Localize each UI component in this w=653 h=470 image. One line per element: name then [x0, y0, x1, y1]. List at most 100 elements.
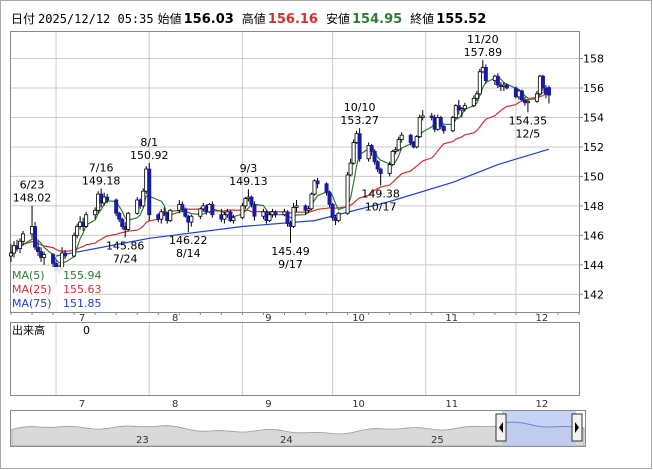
annotation-value: 149.18 — [82, 175, 121, 188]
candle — [267, 211, 272, 223]
y-tick-label: 142 — [583, 288, 604, 301]
legend-ma5-value: 155.94 — [63, 269, 102, 282]
candle — [414, 135, 419, 149]
annotation-value: 149.13 — [229, 175, 268, 188]
candle — [351, 139, 356, 165]
candle-body — [504, 84, 509, 89]
candle-body — [351, 142, 356, 164]
legend-ma75-value: 151.85 — [63, 297, 102, 310]
annotation-value: 150.92 — [130, 149, 169, 162]
candle-body — [267, 214, 272, 222]
candle — [8, 244, 13, 262]
annotation: 145.499/17 — [271, 245, 310, 271]
candle-body — [252, 204, 257, 217]
candle-body — [453, 105, 458, 118]
candle — [273, 210, 278, 218]
candle-body — [222, 214, 227, 220]
candle — [324, 182, 329, 196]
y-tick-label: 144 — [583, 259, 604, 272]
candle — [120, 217, 125, 230]
volume-panel-frame — [10, 322, 580, 396]
candle — [141, 188, 146, 208]
candle-body — [285, 211, 290, 224]
candle — [438, 116, 443, 130]
candle — [33, 222, 38, 251]
candle-body — [243, 198, 248, 207]
navigator-left-handle[interactable] — [495, 413, 507, 442]
candle — [243, 197, 248, 209]
annotation-date: 12/5 — [516, 127, 541, 140]
datetime-value: 2025/12/12 05:35 — [38, 12, 154, 26]
navigator-right-handle[interactable] — [571, 413, 583, 442]
candle-body — [408, 134, 413, 143]
y-tick-label: 146 — [583, 229, 604, 242]
candle — [42, 251, 47, 265]
annotation: 145.867/24 — [106, 239, 145, 265]
ohlc-header: 日付 2025/12/12 05:35 始値 156.03 高値 156.16 安値 154.… — [11, 11, 486, 27]
y-tick-label: 154 — [583, 111, 604, 124]
candle-body — [540, 75, 545, 89]
candle — [372, 149, 377, 165]
candle — [189, 214, 194, 227]
candle-body — [126, 212, 131, 230]
candle — [534, 90, 539, 103]
y-tick-label: 152 — [583, 141, 604, 154]
candle-body — [51, 254, 56, 264]
y-tick-label: 158 — [583, 53, 604, 66]
candle-body — [495, 75, 500, 86]
candles — [8, 60, 551, 284]
candle — [306, 205, 311, 214]
navigator-label-25: 25 — [431, 435, 444, 446]
annotation-date: 6/23 — [20, 179, 45, 192]
navigator-selected-range[interactable] — [502, 411, 576, 446]
x-tick-label: 12 — [536, 313, 549, 324]
x-tick-label-volume: 11 — [445, 399, 458, 410]
x-tick-label: 9 — [265, 313, 271, 324]
candle-body — [483, 66, 488, 82]
ma-legend: MA(5) 155.94 MA(25) 155.63 MA(75) 151.85 — [11, 267, 102, 311]
candle-body — [33, 226, 38, 248]
candle — [357, 128, 362, 162]
y-tick-label: 150 — [583, 170, 604, 183]
candle — [168, 208, 173, 223]
candle-body — [189, 215, 194, 223]
price-annotations: 6/23148.027/16149.18145.867/248/1150.921… — [13, 33, 547, 271]
candle-body — [42, 254, 47, 258]
candle — [285, 210, 290, 227]
candle-body — [306, 208, 311, 211]
annotation-date: 7/24 — [113, 252, 138, 265]
close-label: 終値 — [410, 11, 434, 26]
annotation-value: 154.35 — [509, 114, 548, 127]
y-tick-label: 148 — [583, 200, 604, 213]
annotation-value: 153.27 — [340, 114, 379, 127]
candle — [21, 230, 26, 246]
candle-body — [315, 180, 320, 185]
candle-body — [120, 218, 125, 227]
candle — [393, 146, 398, 155]
candle — [93, 207, 98, 220]
annotation: 146.228/14 — [169, 234, 208, 260]
ma75-line — [55, 148, 550, 257]
candle — [456, 99, 461, 115]
candle — [180, 201, 185, 212]
candle-body — [429, 115, 434, 118]
candle-body — [393, 149, 398, 152]
candle-body — [309, 193, 314, 210]
open-label: 始値 — [158, 11, 182, 26]
high-value: 156.16 — [268, 12, 318, 27]
navigator-selected-line — [505, 421, 574, 428]
annotation-value: 148.02 — [13, 192, 52, 205]
candle-body — [534, 93, 539, 102]
candle — [525, 99, 530, 113]
candle-body — [159, 211, 164, 220]
annotation-date: 10/10 — [344, 101, 376, 114]
legend-ma75: MA(75) 151.85 — [12, 297, 102, 310]
navigator[interactable]: 23 24 25 — [10, 410, 586, 447]
navigator-label-23: 23 — [136, 435, 149, 446]
candle-body — [294, 205, 299, 208]
candle — [327, 191, 332, 208]
candle — [231, 214, 236, 224]
